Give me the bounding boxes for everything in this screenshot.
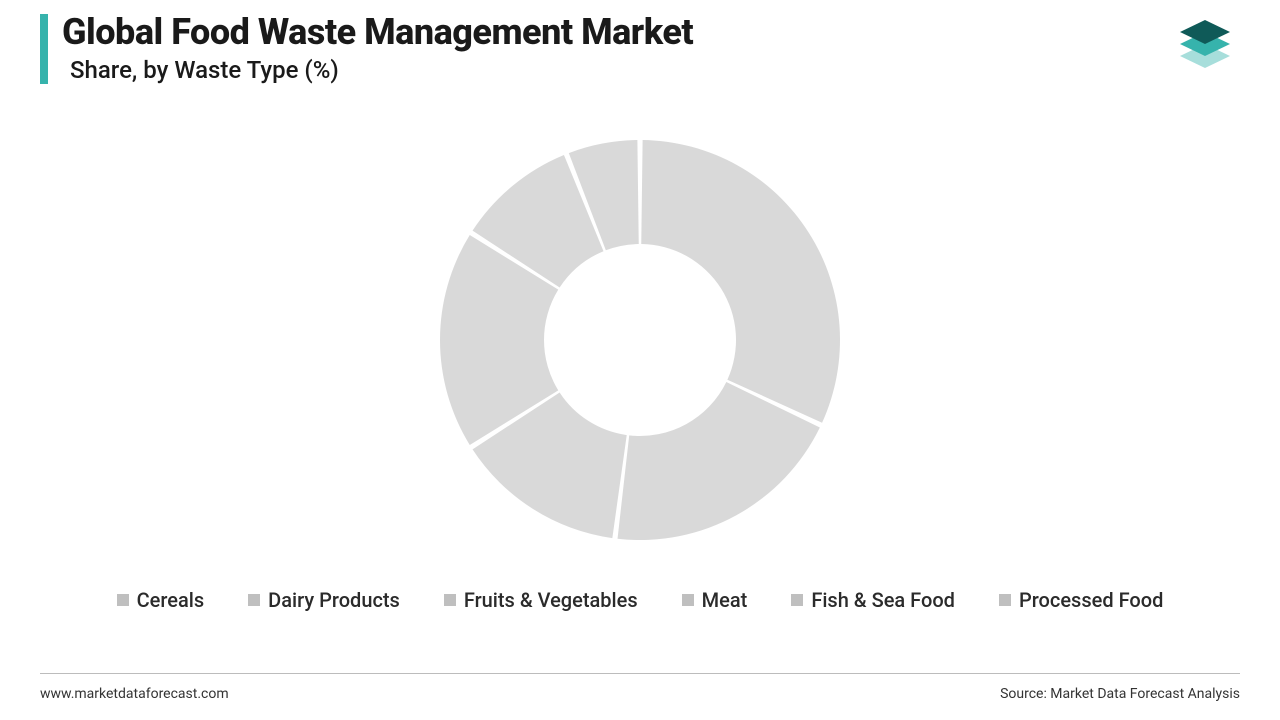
header-block: Global Food Waste Management Market Shar… [40,14,693,84]
legend-label: Fish & Sea Food [811,588,955,612]
footer-website: www.marketdataforecast.com [40,686,229,702]
footer-source: Source: Market Data Forecast Analysis [1000,686,1240,702]
brand-logo-layers [1180,20,1230,68]
titles-wrap: Global Food Waste Management Market Shar… [62,14,693,84]
legend-label: Processed Food [1019,588,1163,612]
legend-item: Fish & Sea Food [791,588,955,612]
legend-label: Meat [702,588,748,612]
brand-logo-icon [1170,14,1240,74]
legend-label: Cereals [137,588,205,612]
legend-item: Fruits & Vegetables [444,588,638,612]
legend-swatch [117,594,129,606]
legend-swatch [682,594,694,606]
footer: www.marketdataforecast.com Source: Marke… [40,686,1240,702]
legend-swatch [444,594,456,606]
legend-item: Processed Food [999,588,1163,612]
page-title: Global Food Waste Management Market [62,14,693,52]
legend-swatch [791,594,803,606]
legend-swatch [248,594,260,606]
donut-slice [641,140,840,423]
legend-item: Dairy Products [248,588,400,612]
page-subtitle: Share, by Waste Type (%) [70,56,693,84]
header-accent-bar [40,14,48,84]
legend-label: Fruits & Vegetables [464,588,638,612]
legend-label: Dairy Products [268,588,400,612]
page-root: Global Food Waste Management Market Shar… [0,0,1280,720]
chart-legend: Cereals Dairy Products Fruits & Vegetables… [0,588,1280,612]
donut-slices-group [440,140,840,540]
legend-swatch [999,594,1011,606]
footer-divider [40,673,1240,674]
donut-chart [430,130,850,550]
legend-item: Cereals [117,588,205,612]
legend-item: Meat [682,588,748,612]
